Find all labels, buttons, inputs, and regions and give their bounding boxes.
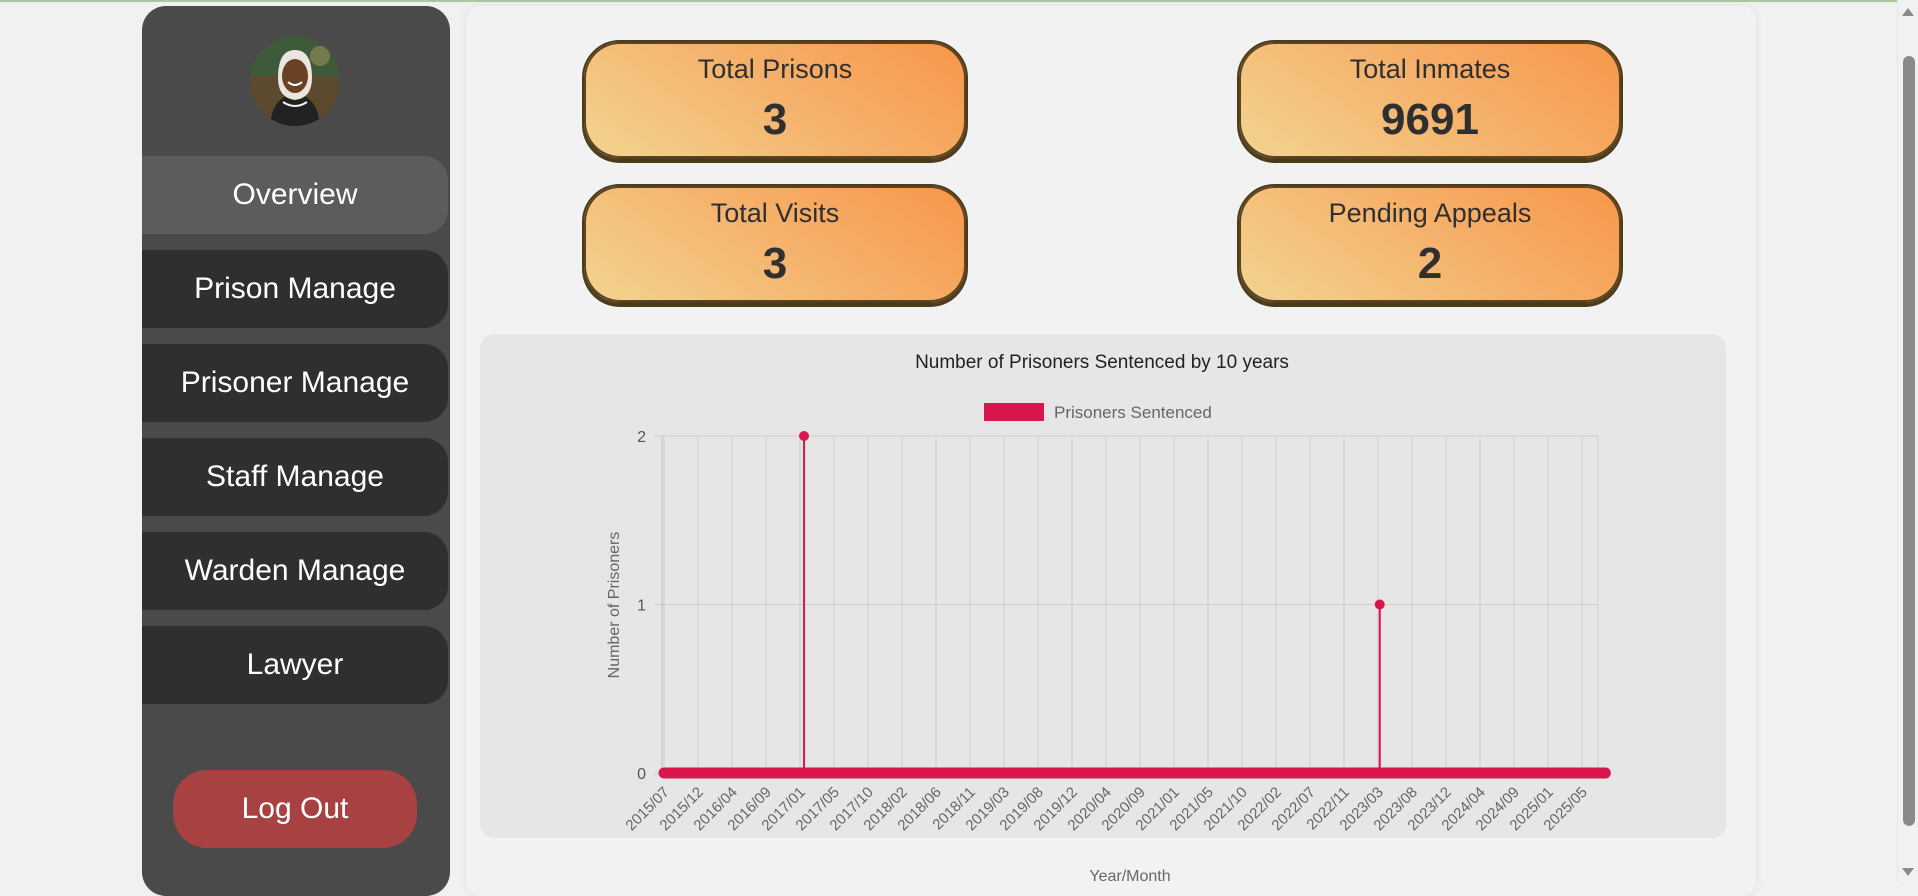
avatar[interactable] <box>250 36 340 126</box>
sidebar-item-prison-manage[interactable]: Prison Manage <box>142 250 448 328</box>
stat-label: Total Inmates <box>1349 54 1511 84</box>
scrollbar-thumb[interactable] <box>1903 56 1915 826</box>
sidebar-item-warden-manage[interactable]: Warden Manage <box>142 532 448 610</box>
stat-card-total-visits: Total Visits 3 <box>582 184 968 304</box>
stat-value: 3 <box>762 239 788 288</box>
scroll-up-icon[interactable] <box>1902 8 1914 16</box>
sidebar-item-overview[interactable]: Overview <box>142 156 448 234</box>
stat-card-pending-appeals: Pending Appeals 2 <box>1237 184 1623 304</box>
avatar-image <box>250 36 340 126</box>
page-scrollbar[interactable] <box>1897 0 1918 882</box>
stat-value: 2 <box>1417 239 1443 288</box>
stat-card-total-prisons: Total Prisons 3 <box>582 40 968 160</box>
sidebar: Overview Prison Manage Prisoner Manage S… <box>142 6 450 896</box>
stat-label: Total Prisons <box>697 54 853 84</box>
sidebar-item-staff-manage[interactable]: Staff Manage <box>142 438 448 516</box>
stat-label: Pending Appeals <box>1328 198 1532 228</box>
sidebar-item-lawyer[interactable]: Lawyer <box>142 626 448 704</box>
stat-card-total-inmates: Total Inmates 9691 <box>1237 40 1623 160</box>
stat-value: 9691 <box>1381 95 1479 144</box>
chart-card <box>480 334 1726 838</box>
stat-label: Total Visits <box>710 198 840 228</box>
stat-value: 3 <box>762 95 788 144</box>
scroll-down-icon[interactable] <box>1902 868 1914 876</box>
logout-button[interactable]: Log Out <box>173 770 417 848</box>
top-border <box>0 0 1918 2</box>
sidebar-item-prisoner-manage[interactable]: Prisoner Manage <box>142 344 448 422</box>
